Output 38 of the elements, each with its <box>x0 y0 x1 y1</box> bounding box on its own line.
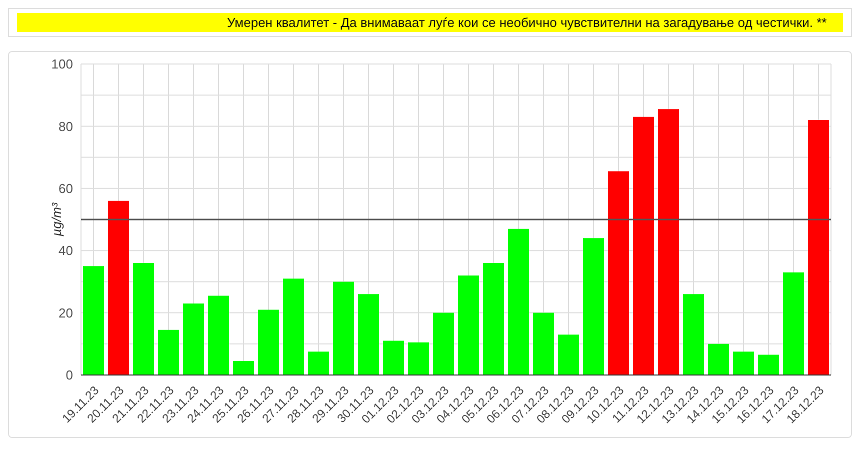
y-tick-label: 40 <box>58 243 73 258</box>
bar <box>583 238 604 375</box>
bar <box>358 294 379 375</box>
bar <box>83 266 104 375</box>
bar <box>158 330 179 375</box>
bar <box>333 282 354 375</box>
bar <box>633 116 654 375</box>
bar <box>108 200 129 375</box>
bar <box>758 354 779 375</box>
bar <box>208 296 229 375</box>
bar <box>783 272 804 375</box>
bar <box>233 361 254 375</box>
bar <box>808 120 829 375</box>
y-axis-title: µg/m³ <box>49 202 64 236</box>
bar <box>708 344 729 375</box>
bar <box>458 275 479 375</box>
y-tick-label: 60 <box>58 181 73 196</box>
bar <box>558 334 579 375</box>
y-tick-label: 0 <box>66 368 73 383</box>
chart-title: Умерен квалитет - Да внимаваат луѓе кои се необично чувствителни на загадување од честички. ** <box>17 13 843 32</box>
y-tick-label: 80 <box>58 118 73 134</box>
bar <box>483 263 504 375</box>
bar <box>433 312 454 375</box>
y-tick-label: 20 <box>58 305 73 320</box>
bar <box>183 303 204 375</box>
bar <box>283 278 304 375</box>
bar <box>383 340 404 375</box>
bar <box>133 263 154 375</box>
bar <box>308 352 329 375</box>
bar <box>508 228 529 375</box>
bar <box>533 312 554 375</box>
bar <box>608 171 629 375</box>
y-tick-label: 100 <box>51 56 73 72</box>
bar <box>658 109 679 375</box>
bar <box>408 342 429 375</box>
bar <box>683 294 704 375</box>
bar <box>733 352 754 375</box>
bar <box>258 310 279 375</box>
